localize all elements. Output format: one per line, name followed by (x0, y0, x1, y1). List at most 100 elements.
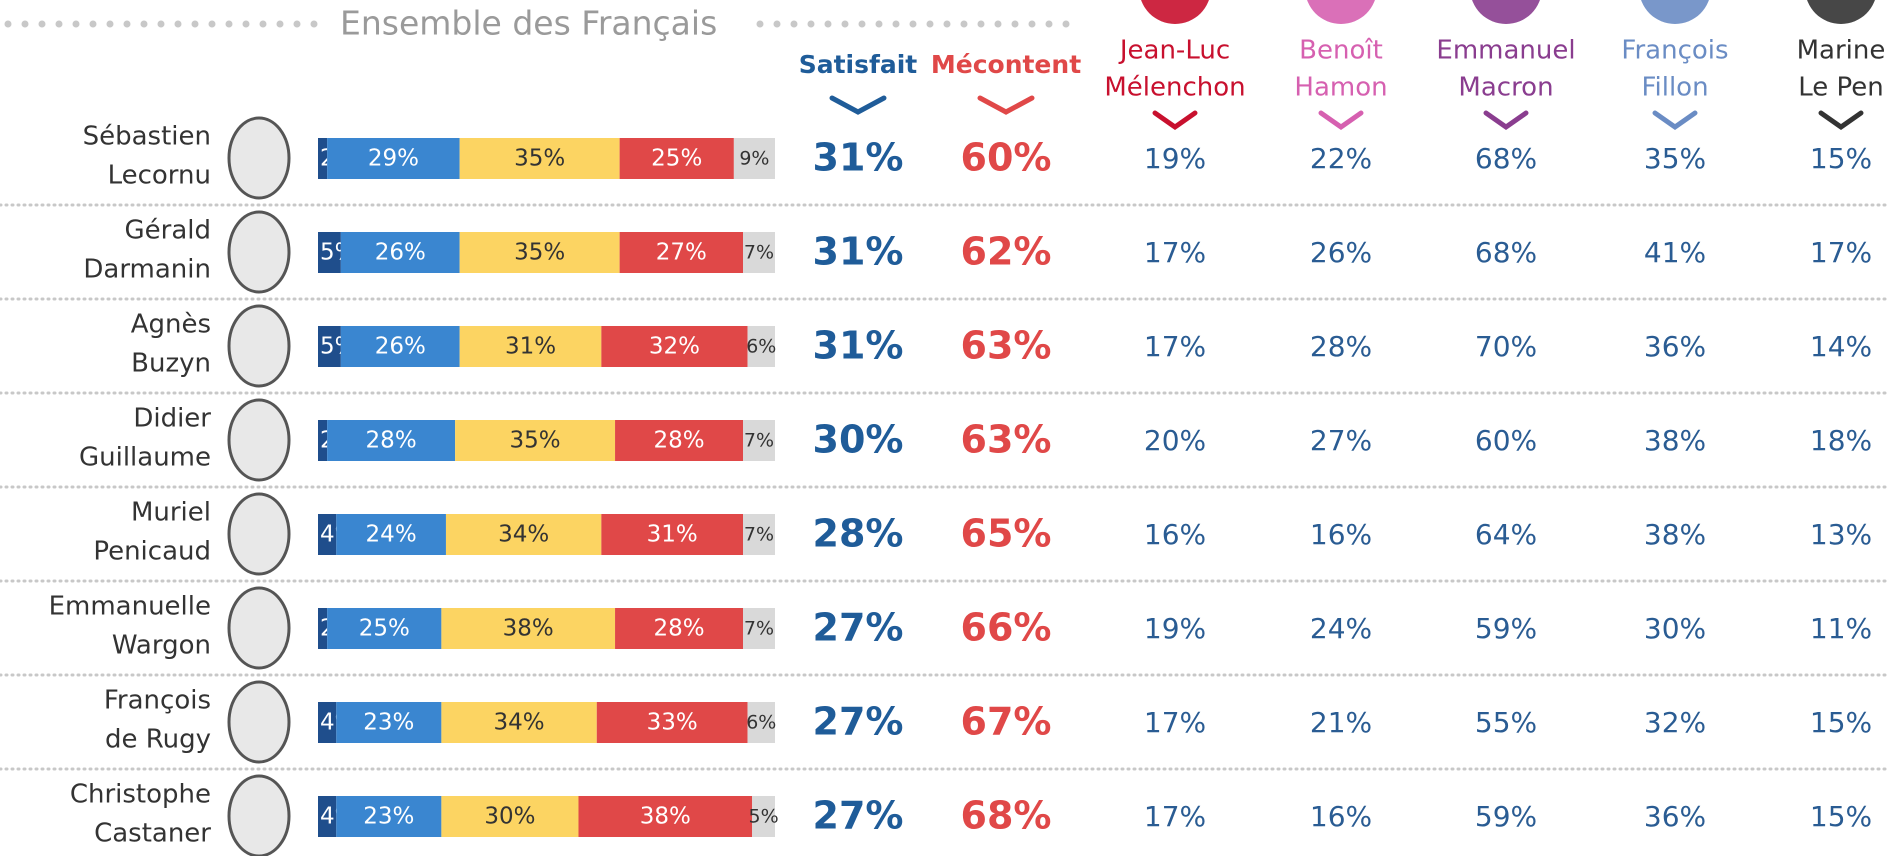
chevron (1652, 110, 1698, 131)
party-value: 68% (1475, 142, 1537, 175)
segment-label: 35% (510, 428, 561, 454)
mecontent-value: 60% (961, 136, 1052, 180)
bar-segment (336, 796, 442, 837)
segment-label: 31% (505, 334, 556, 360)
segment-label: 7% (744, 524, 774, 546)
bar-segment (601, 514, 744, 555)
party-name: Jean-Luc (1118, 36, 1230, 66)
party-value: 19% (1144, 142, 1206, 175)
party-value: 30% (1644, 612, 1706, 645)
bar-segment (441, 608, 616, 649)
party-value: 41% (1644, 236, 1706, 269)
party-logo (1807, 0, 1875, 24)
bar-segment (318, 232, 341, 273)
bar-segment (340, 232, 460, 273)
party-value: 70% (1475, 330, 1537, 363)
party-value: 16% (1310, 518, 1372, 551)
bar-segment (733, 138, 775, 179)
party-value: 36% (1644, 800, 1706, 833)
bar-segment (327, 608, 442, 649)
bar-segment (747, 702, 775, 743)
party-value: 19% (1144, 612, 1206, 645)
satisfait-header: Satisfait (799, 50, 918, 79)
party-value: 18% (1810, 424, 1872, 457)
person-name: de Rugy (105, 725, 211, 755)
party-name: Fillon (1641, 73, 1708, 103)
segment-label: 9% (739, 148, 769, 170)
segment-label: 26% (375, 240, 426, 266)
title: Ensemble des Français (340, 4, 717, 43)
segment-label: 34% (494, 710, 545, 736)
bar-segment (327, 420, 456, 461)
bar-segment (459, 138, 620, 179)
party-value: 17% (1144, 330, 1206, 363)
bar-segment (743, 232, 775, 273)
segment-label: 32% (649, 334, 700, 360)
bar-segment (318, 420, 328, 461)
mecontent-header: Mécontent (931, 50, 1081, 79)
chevron (1318, 110, 1364, 131)
bar-segment (747, 326, 775, 367)
bar-segment (743, 608, 775, 649)
portrait (227, 116, 291, 200)
party-value: 15% (1810, 142, 1872, 175)
party-logo (1641, 0, 1709, 24)
bar-segment (318, 608, 328, 649)
party-value: 27% (1310, 424, 1372, 457)
segment-label: 38% (640, 804, 691, 830)
party-value: 16% (1144, 518, 1206, 551)
party-value: 17% (1144, 236, 1206, 269)
bar-segment (318, 138, 328, 179)
satisfait-value: 27% (813, 700, 904, 744)
bar-segment (578, 796, 753, 837)
mecontent-value: 66% (961, 606, 1052, 650)
mecontent-value: 67% (961, 700, 1052, 744)
person-name: Didier (133, 404, 211, 434)
bar-segment (336, 702, 442, 743)
party-value: 60% (1475, 424, 1537, 457)
segment-label: 29% (368, 146, 419, 172)
bar-segment (441, 796, 579, 837)
segment-label: 23% (363, 710, 414, 736)
bar-segment (445, 514, 602, 555)
segment-label: 28% (653, 428, 704, 454)
bar-segment (318, 326, 341, 367)
segment-label: 28% (653, 616, 704, 642)
person-name: Emmanuelle (49, 592, 211, 622)
party-logo (1307, 0, 1375, 24)
party-value: 22% (1310, 142, 1372, 175)
party-value: 17% (1144, 800, 1206, 833)
bar-segment (615, 420, 744, 461)
mecontent-value: 63% (961, 418, 1052, 462)
party-value: 15% (1810, 800, 1872, 833)
person-name: Sébastien (83, 122, 211, 152)
mecontent-value: 65% (961, 512, 1052, 556)
segment-label: 26% (375, 334, 426, 360)
party-name: Benoît (1299, 36, 1383, 66)
portrait (227, 680, 291, 764)
bar-segment (459, 326, 602, 367)
party-value: 11% (1810, 612, 1872, 645)
satisfait-value: 31% (813, 230, 904, 274)
bar-segment (601, 326, 748, 367)
segment-label: 35% (514, 146, 565, 172)
bar-segment (336, 514, 446, 555)
party-value: 59% (1475, 800, 1537, 833)
satisfait-value: 30% (813, 418, 904, 462)
bar-segment (318, 796, 337, 837)
bar-segment (318, 514, 337, 555)
person-name: Castaner (94, 819, 211, 849)
person-name: Darmanin (83, 255, 211, 285)
segment-label: 24% (366, 522, 417, 548)
bar-segment (743, 514, 775, 555)
party-value: 15% (1810, 706, 1872, 739)
segment-label: 35% (514, 240, 565, 266)
bar-segment (441, 702, 597, 743)
portrait (227, 492, 291, 576)
satisfait-value: 27% (813, 606, 904, 650)
mecontent-value: 68% (961, 794, 1052, 838)
portrait (227, 586, 291, 670)
party-name: Le Pen (1798, 73, 1884, 103)
chevron (1152, 110, 1198, 131)
